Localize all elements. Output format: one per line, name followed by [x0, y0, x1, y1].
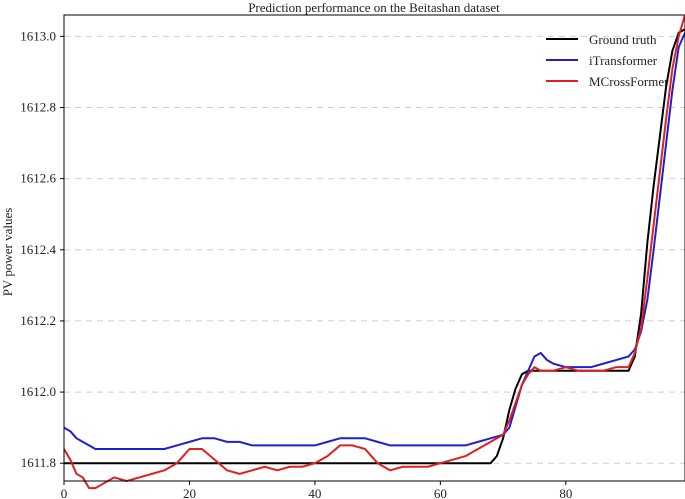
x-tick-label: 40	[308, 486, 321, 499]
x-tick-label: 60	[434, 486, 447, 499]
series-line-itransformer	[63, 32, 685, 450]
legend-label: Ground truth	[589, 32, 657, 47]
chart-title: Prediction performance on the Beitashan …	[248, 0, 500, 15]
y-tick-label: 1611.8	[21, 455, 56, 470]
y-tick-label: 1612.4	[20, 242, 56, 257]
series-line-ground-truth	[64, 28, 685, 465]
legend-item: iTransformer	[546, 53, 658, 68]
y-axis-label: PV power values	[0, 208, 15, 297]
y-tick-label: 1613.0	[20, 28, 56, 43]
legend: Ground truth iTransformer MCrossFormer	[546, 32, 669, 89]
y-tick-label: 1612.0	[20, 384, 56, 399]
legend-label: iTransformer	[589, 53, 658, 68]
series-layer	[63, 14, 685, 490]
plot-frame	[63, 14, 685, 482]
x-tick-label: 80	[559, 486, 572, 499]
x-tick-label: 20	[183, 486, 196, 499]
y-axis-ticks: 1611.8 1612.0 1612.2 1612.4 1612.6 1612.8 1613…	[20, 28, 64, 470]
series-line-mcrossformer	[63, 14, 685, 490]
legend-label: MCrossFormer	[589, 74, 669, 89]
x-axis-ticks: 0 20 40 60 80	[61, 481, 572, 499]
y-tick-label: 1612.8	[20, 99, 56, 114]
y-tick-label: 1612.6	[20, 171, 56, 186]
y-tick-label: 1612.2	[20, 313, 56, 328]
gridlines	[64, 35, 685, 464]
legend-item: Ground truth	[546, 32, 657, 47]
legend-item: MCrossFormer	[546, 74, 669, 89]
x-tick-label: 0	[61, 486, 68, 499]
